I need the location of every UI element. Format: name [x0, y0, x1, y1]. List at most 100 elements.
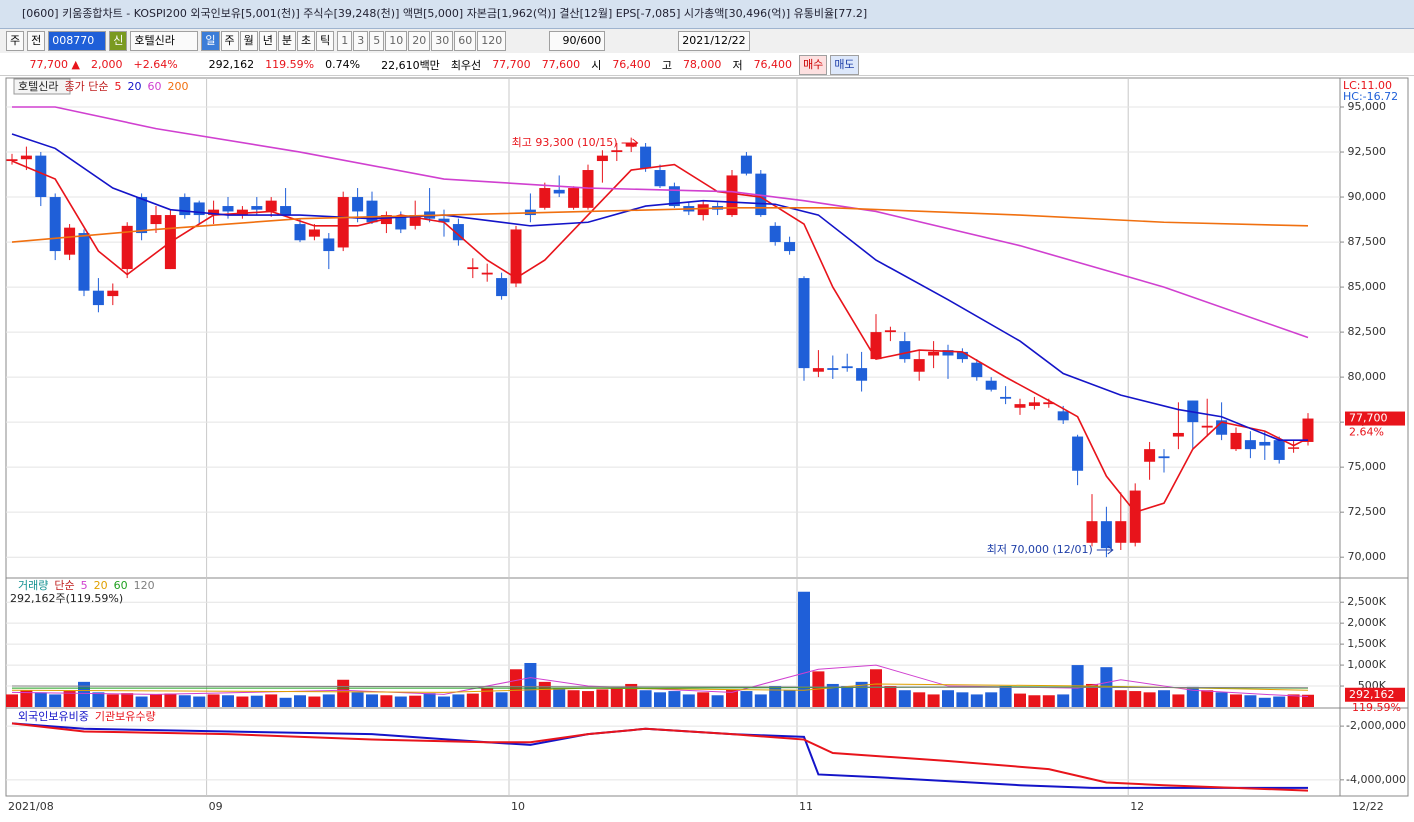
y-tick-label: 95,000	[1348, 100, 1387, 113]
hc-label: HC:-16.72	[1343, 90, 1398, 103]
ma-line	[11, 722, 1309, 792]
interval-button[interactable]: 30	[431, 31, 454, 51]
candle-body	[899, 341, 911, 360]
candle-body	[841, 366, 853, 369]
candle-body	[611, 150, 623, 153]
volume-ratio: 119.59%	[265, 58, 315, 71]
volume-bar	[1287, 694, 1300, 707]
y-tick-label: 87,500	[1348, 235, 1387, 248]
candle-body	[294, 224, 306, 241]
interval-button[interactable]: 10	[385, 31, 408, 51]
candle-body	[798, 278, 810, 369]
candle-body	[956, 351, 968, 360]
candle-body	[337, 197, 349, 248]
candle-body	[92, 290, 104, 306]
candle-body	[870, 332, 882, 360]
interval-button[interactable]: 5	[369, 31, 385, 51]
interval-button[interactable]: 120	[477, 31, 507, 51]
volume-bar	[697, 692, 710, 707]
turnover: 0.74%	[325, 58, 361, 71]
volume-bar	[337, 679, 350, 707]
volume-bar	[538, 681, 551, 707]
candle-body	[1144, 449, 1156, 462]
period-button[interactable]: 틱	[316, 31, 335, 51]
period-button[interactable]: 일	[201, 31, 220, 51]
candle-body	[193, 202, 205, 216]
ma-line	[11, 133, 1308, 441]
candle-body	[6, 159, 18, 162]
candle-body	[222, 206, 234, 212]
volume-bar	[898, 690, 911, 707]
candle-body	[1302, 418, 1314, 442]
market[interactable]: 주	[6, 31, 25, 51]
volume-bar	[1158, 690, 1170, 707]
amount: 22,610백만	[381, 58, 440, 72]
volume-bar	[452, 694, 465, 707]
volume-bar	[1186, 686, 1199, 707]
volume-bar	[279, 697, 292, 707]
period-button[interactable]: 초	[297, 31, 316, 51]
annotation: 최고 93,300 (10/15)	[512, 136, 618, 149]
volume-bar	[884, 686, 897, 707]
candle-body	[697, 204, 709, 216]
y-tick-label: 72,500	[1348, 505, 1387, 518]
y-tick-label: 1,500K	[1347, 637, 1386, 650]
open: 76,400	[612, 58, 651, 71]
volume-bar	[150, 694, 162, 707]
period-button[interactable]: 주	[220, 31, 239, 51]
volume-bar	[394, 696, 407, 707]
volume-bar	[481, 688, 494, 707]
sell-button[interactable]: 매도	[830, 54, 859, 75]
buy-button[interactable]: 매수	[799, 54, 828, 75]
legend-label: 단순	[54, 579, 74, 592]
volume-bar	[740, 691, 753, 707]
volume-bar	[754, 694, 767, 707]
volume-bar	[438, 696, 450, 707]
volume-bar	[510, 669, 522, 707]
candle-body	[208, 209, 220, 216]
date[interactable]: 2021/12/22	[678, 31, 750, 51]
candle-body	[308, 229, 320, 237]
ma-line	[11, 683, 1309, 693]
volume-bar	[265, 694, 278, 707]
volume-bar	[567, 690, 580, 707]
best-label: 최우선	[450, 58, 482, 72]
period-button[interactable]: 분	[277, 31, 296, 51]
candle-body	[942, 350, 954, 356]
annotation-arrow	[621, 138, 639, 148]
stock-name[interactable]: 호텔신라	[130, 31, 199, 51]
volume-bar	[1114, 690, 1127, 707]
ma-line	[11, 664, 1309, 698]
candle-body	[20, 155, 32, 160]
legend-entry: 5	[81, 579, 88, 592]
candle-body	[380, 215, 392, 225]
interval-button[interactable]: 60	[454, 31, 477, 51]
x-tick-label: 09	[209, 800, 223, 813]
interval-button[interactable]: 1	[337, 31, 353, 51]
period-button[interactable]: 월	[239, 31, 258, 51]
interval-button[interactable]: 3	[353, 31, 369, 51]
volume-bar	[610, 688, 623, 707]
legend-name: 거래량	[18, 579, 48, 592]
period-button[interactable]: 년	[258, 31, 277, 51]
interval-button[interactable]: 20	[408, 31, 431, 51]
x-tick-label: 12	[1130, 800, 1144, 813]
count[interactable]: 90/600	[549, 31, 606, 51]
scope[interactable]: 전	[27, 31, 46, 51]
candle-body	[481, 272, 493, 275]
candle-body	[510, 229, 522, 284]
x-end-label: 12/22	[1352, 800, 1384, 813]
volume-bar	[1201, 690, 1214, 707]
volume-bar	[798, 591, 810, 707]
code[interactable]: 008770	[48, 31, 107, 51]
ma-line	[12, 106, 1309, 339]
volume-bar	[250, 695, 263, 707]
volume-bar	[625, 683, 638, 707]
volume-bar	[726, 689, 738, 707]
volume-bar	[423, 693, 436, 707]
last-volume-rate: 119.59%	[1352, 701, 1401, 714]
ma-line	[11, 722, 1308, 789]
ma-line	[12, 686, 1309, 689]
candle-body	[524, 209, 536, 216]
